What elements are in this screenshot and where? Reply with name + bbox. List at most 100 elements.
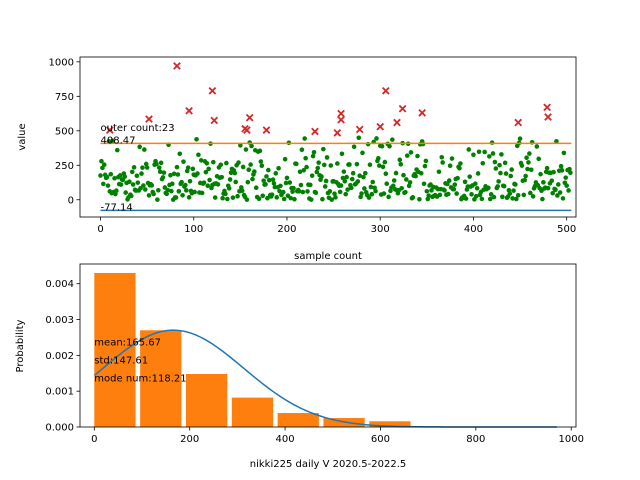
inlier-point	[545, 185, 551, 191]
inlier-point	[296, 189, 302, 194]
inlier-point	[422, 163, 428, 169]
mode-label: mode num:118.21	[94, 373, 186, 384]
inlier-point	[553, 187, 558, 193]
inlier-point	[135, 180, 141, 185]
scatter-x-axis-label: sample count	[294, 251, 362, 262]
inlier-point	[266, 177, 272, 183]
inlier-point	[355, 179, 361, 184]
inlier-point	[106, 139, 112, 144]
outlier-point	[210, 116, 219, 125]
inlier-point	[558, 163, 564, 169]
inlier-point	[445, 181, 450, 187]
inlier-point	[131, 165, 137, 170]
inlier-point	[357, 173, 362, 179]
outlier-cross-stroke	[376, 122, 385, 131]
inlier-point	[158, 160, 164, 166]
histogram-bar	[231, 397, 274, 427]
inlier-point	[368, 184, 374, 190]
inlier-point	[284, 175, 290, 181]
inlier-point	[351, 144, 357, 150]
inlier-point	[476, 149, 482, 155]
inlier-point	[256, 196, 262, 202]
inlier-point	[555, 182, 561, 187]
inlier-point	[343, 191, 349, 197]
inlier-point	[349, 185, 354, 191]
inlier-point	[175, 172, 181, 177]
inlier-point	[349, 176, 355, 182]
inlier-point	[258, 159, 264, 164]
inlier-point	[108, 171, 114, 177]
inlier-point	[114, 188, 119, 194]
inlier-point	[508, 173, 514, 179]
inlier-point	[303, 155, 308, 161]
inlier-point	[170, 181, 175, 187]
outlier-point	[337, 115, 345, 124]
inlier-point	[123, 190, 128, 195]
inlier-point	[475, 171, 481, 176]
inlier-point	[274, 195, 280, 200]
inlier-point	[380, 164, 386, 170]
inlier-point	[203, 169, 209, 175]
inlier-point	[161, 170, 167, 175]
outlier-point	[376, 122, 385, 131]
histogram-bar	[277, 413, 319, 427]
inlier-point	[384, 181, 390, 187]
inlier-point	[321, 146, 326, 152]
inlier-point	[401, 172, 406, 178]
inlier-point	[212, 195, 218, 200]
inlier-point	[329, 197, 335, 202]
inlier-point	[301, 167, 307, 173]
inlier-point	[490, 151, 496, 156]
inlier-point	[390, 183, 396, 189]
inlier-point	[350, 170, 356, 176]
inlier-point	[264, 174, 269, 179]
inlier-point	[534, 144, 540, 149]
inlier-point	[322, 184, 328, 189]
inlier-point	[309, 173, 315, 178]
inlier-point	[180, 192, 185, 198]
outlier-point	[311, 127, 319, 136]
inlier-point	[455, 175, 460, 181]
inlier-point	[339, 151, 345, 157]
outlier-cross-stroke	[243, 126, 251, 134]
inlier-point	[521, 192, 527, 198]
inlier-point	[480, 160, 486, 166]
scatter-x-tick-label: 0	[97, 224, 103, 235]
inlier-point	[376, 155, 381, 161]
inlier-point	[482, 149, 487, 155]
inlier-point	[557, 190, 563, 195]
scatter-y-tick-label: 250	[55, 161, 74, 172]
outlier-point	[243, 126, 251, 134]
inlier-point	[397, 157, 403, 163]
inlier-point	[164, 191, 170, 197]
outlier-scatter-plot: 0 100 200 300 400 500 0 250 500 750 1000 outer coun…	[17, 56, 577, 262]
inlier-point	[373, 188, 378, 194]
inlier-point	[452, 182, 458, 187]
inlier-point	[501, 183, 507, 189]
scatter-x-tick-label: 100	[184, 224, 203, 235]
inlier-point	[114, 147, 120, 153]
inlier-point	[528, 167, 534, 173]
inlier-point	[466, 147, 472, 152]
inlier-point	[493, 166, 499, 171]
outlier-cross-stroke	[311, 127, 319, 136]
inlier-point	[549, 178, 555, 184]
inlier-point	[359, 191, 364, 196]
inlier-point	[514, 196, 519, 202]
outlier-cross-stroke	[355, 125, 364, 134]
inlier-point	[417, 196, 422, 202]
inlier-point	[290, 189, 295, 194]
inlier-point	[118, 182, 124, 187]
inlier-point	[128, 193, 134, 199]
outlier-cross-stroke	[398, 104, 407, 113]
inlier-point	[487, 196, 493, 202]
inlier-point	[259, 163, 265, 169]
inlier-point	[338, 183, 344, 188]
outlier-cross-stroke	[514, 118, 523, 127]
inlier-point	[250, 176, 255, 182]
inlier-point	[134, 173, 140, 179]
inlier-point	[511, 188, 516, 193]
inlier-point	[367, 162, 373, 167]
inlier-point	[328, 163, 334, 168]
inlier-point	[101, 162, 107, 168]
